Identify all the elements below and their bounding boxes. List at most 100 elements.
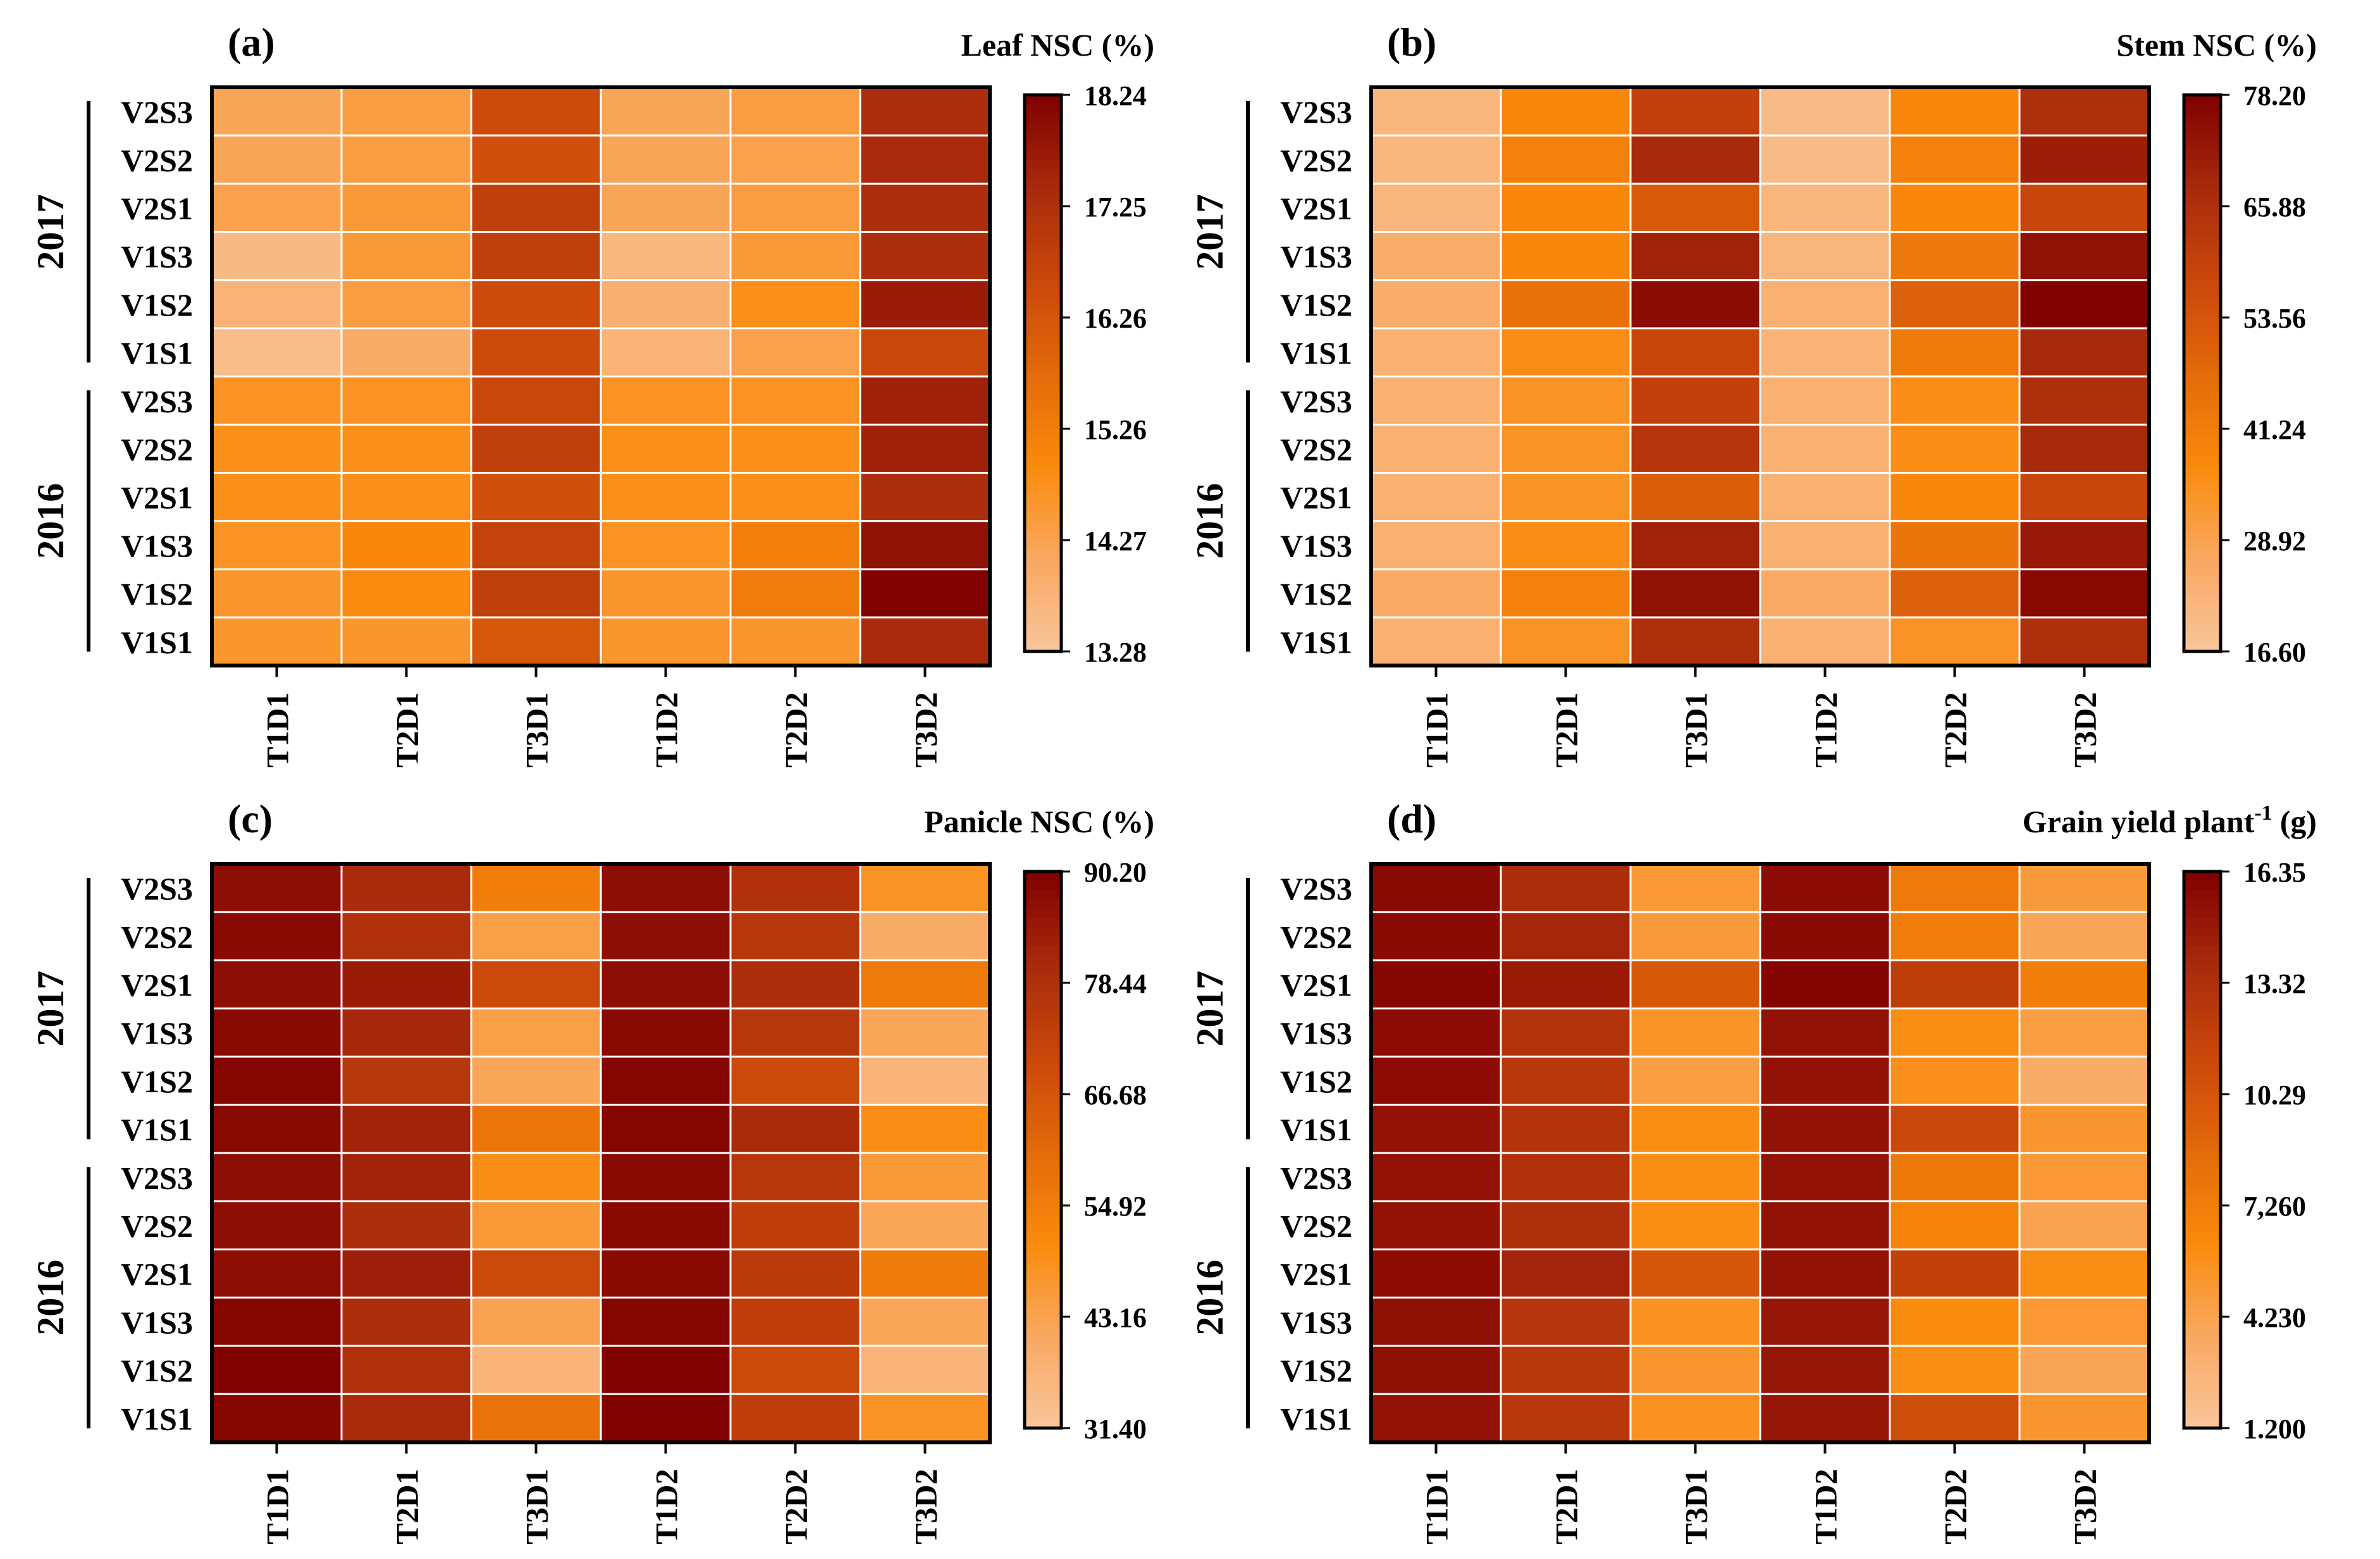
colorbar-segment <box>2184 262 2221 272</box>
heatmap-cell-r7-c2 <box>1629 1200 1761 1251</box>
colorbar-segment <box>1025 1075 1061 1086</box>
heatmap-cell-r8-c0 <box>1370 472 1502 522</box>
row-label: V1S2 <box>1280 1353 1352 1388</box>
heatmap-cell-r11-c2 <box>470 1393 602 1443</box>
heatmap-cell-r7-c5 <box>859 1200 991 1251</box>
heatmap-cell-r2-c3 <box>600 959 732 1010</box>
colorbar-segment <box>2184 187 2221 198</box>
row-label: V2S2 <box>121 142 193 178</box>
heatmap-cell-r2-c4 <box>1889 959 2021 1010</box>
colorbar-frame <box>1023 870 1063 1430</box>
heatmap-cell-r1-c5 <box>859 911 991 961</box>
heatmap-cell-r4-c3 <box>600 279 732 330</box>
colorbar-segment <box>2184 410 2221 421</box>
heatmap-cell-r2-c4 <box>729 959 861 1010</box>
chart-title-main: Grain yield plant <box>2023 804 2255 839</box>
heatmap-cell-r6-c3 <box>1759 1152 1891 1202</box>
row-label: V2S3 <box>1280 94 1352 130</box>
colorbar-segment <box>1025 141 1061 151</box>
colorbar-segment <box>1025 1131 1061 1142</box>
heatmap-cell-r4-c4 <box>1889 279 2021 330</box>
heatmap-cell-r7-c3 <box>600 423 732 474</box>
colorbar-segment <box>2184 493 2221 504</box>
row-label: V2S1 <box>1280 1257 1352 1292</box>
heatmap-cell-r7-c3 <box>600 1200 732 1251</box>
colorbar-segment <box>1025 1140 1061 1150</box>
heatmap-cell-r0-c0 <box>1370 86 1502 137</box>
heatmap-cell-r4-c3 <box>1759 279 1891 330</box>
colorbar-segment <box>1025 568 1061 578</box>
row-label: V1S2 <box>121 1353 193 1388</box>
colorbar-segment <box>2184 955 2221 965</box>
row-label: V1S2 <box>1280 1064 1352 1099</box>
colorbar-segment <box>1025 206 1061 216</box>
heatmap-cell-r3-c0 <box>1370 231 1502 281</box>
colorbar-segment <box>1025 1038 1061 1049</box>
heatmap-cell-r10-c0 <box>1370 1345 1502 1395</box>
colorbar-segment <box>1025 252 1061 262</box>
colorbar-segment <box>2184 475 2221 485</box>
heatmap-cell-r1-c1 <box>1500 911 1632 961</box>
panel-letter: (b) <box>1387 20 1436 65</box>
colorbar-segment <box>2184 243 2221 254</box>
colorbar-segment <box>1025 1409 1061 1420</box>
row-label: V1S1 <box>121 1112 193 1147</box>
heatmap-cell-r2-c2 <box>1629 182 1761 233</box>
colorbar-segment <box>1025 151 1061 161</box>
colorbar-segment <box>2184 280 2221 290</box>
row-label: V2S3 <box>1280 383 1352 419</box>
colorbar-segment <box>1025 280 1061 290</box>
heatmap-cell-r3-c5 <box>2018 231 2150 281</box>
colorbar-segment <box>2184 252 2221 262</box>
colorbar-segment <box>1025 215 1061 226</box>
heatmap-cell-r8-c0 <box>211 472 343 522</box>
colorbar-segment <box>1025 132 1061 142</box>
colorbar-segment <box>1025 197 1061 207</box>
colorbar-segment <box>1025 614 1061 624</box>
colorbar-segment <box>2184 503 2221 513</box>
heatmap-cell-r5-c1 <box>1500 1104 1632 1154</box>
row-label: V2S2 <box>1280 142 1352 178</box>
heatmap-cell-r10-c0 <box>1370 568 1502 619</box>
heatmap-cell-r6-c1 <box>1500 375 1632 426</box>
heatmap-cell-r9-c3 <box>600 1297 732 1347</box>
column-label: T2D1 <box>1549 692 1584 767</box>
column-label: T1D1 <box>260 1469 295 1544</box>
heatmap-cell-r3-c3 <box>1759 1007 1891 1058</box>
colorbar-segment <box>2184 391 2221 402</box>
colorbar-segment <box>1025 1122 1061 1132</box>
panel-letter: (a) <box>228 20 275 65</box>
colorbar-segment <box>1025 1289 1061 1299</box>
colorbar-segment <box>1025 159 1061 170</box>
colorbar-tick-label: 31.40 <box>1084 1414 1147 1445</box>
heatmap-cell-r5-c1 <box>1500 327 1632 378</box>
heatmap-cell-r2-c4 <box>729 182 861 233</box>
heatmap-frame <box>1369 862 2151 1445</box>
heatmap-cell-r0-c1 <box>340 863 472 913</box>
heatmap-cell-r0-c0 <box>211 863 343 913</box>
colorbar-segment <box>1025 624 1061 634</box>
heatmap-cell-r11-c0 <box>1370 616 1502 667</box>
heatmap-cell-r6-c2 <box>470 1152 602 1202</box>
heatmap-cell-r9-c3 <box>1759 520 1891 570</box>
colorbar-segment <box>2184 1038 2221 1049</box>
row-label: V1S2 <box>1280 287 1352 323</box>
heatmap-cell-r11-c3 <box>1759 616 1891 667</box>
heatmap-cell-r9-c0 <box>211 1297 343 1347</box>
heatmap-cell-r11-c0 <box>1370 1393 1502 1443</box>
colorbar-segment <box>2184 1131 2221 1142</box>
heatmap-cell-r5-c5 <box>859 327 991 378</box>
heatmap-cell-r5-c3 <box>600 327 732 378</box>
colorbar-tick-label: 10.29 <box>2243 1080 2306 1111</box>
colorbar-segment <box>2184 1381 2221 1392</box>
heatmap-cell-r5-c0 <box>1370 1104 1502 1154</box>
colorbar-segment <box>2184 1400 2221 1410</box>
heatmap-cell-r7-c1 <box>340 1200 472 1251</box>
colorbar-segment <box>1025 410 1061 421</box>
heatmap-cell-r2-c4 <box>1889 182 2021 233</box>
heatmap-cell-r9-c1 <box>340 520 472 570</box>
heatmap-cell-r11-c4 <box>1889 1393 2021 1443</box>
heatmap-cell-r9-c2 <box>470 520 602 570</box>
colorbar-segment <box>1025 345 1061 355</box>
colorbar-segment <box>2184 1307 2221 1317</box>
